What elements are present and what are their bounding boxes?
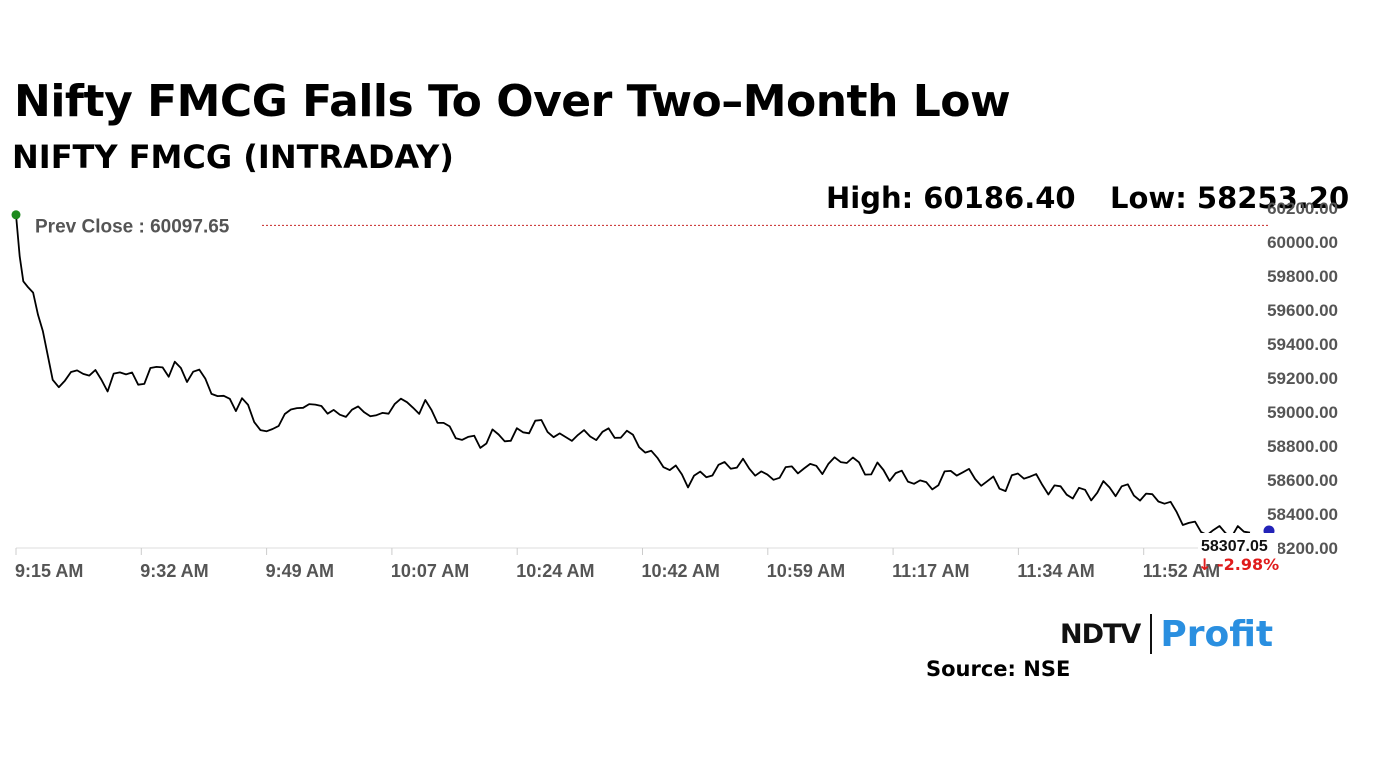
last-price-box [1198, 533, 1278, 555]
low-label: Low: 58253.20 [1110, 181, 1350, 215]
open-marker [11, 210, 21, 220]
x-tick-label: 9:32 AM [140, 561, 208, 581]
headline: Nifty FMCG Falls To Over Two–Month Low [14, 76, 1011, 127]
y-tick-label: 59600.00 [1267, 301, 1338, 320]
x-tick-label: 10:42 AM [642, 561, 720, 581]
prev-close-label: Prev Close : 60097.65 [35, 216, 230, 237]
y-tick-label: 58200.00 [1267, 539, 1338, 558]
y-tick-label: 58600.00 [1267, 471, 1338, 490]
y-tick-label: 58400.00 [1267, 505, 1338, 524]
y-tick-label: 60000.00 [1267, 233, 1338, 252]
x-tick-label: 9:15 AM [15, 561, 83, 581]
x-tick-label: 10:24 AM [516, 561, 594, 581]
price-line [15, 214, 1251, 538]
x-tick-label: 11:52 AM [1143, 561, 1220, 581]
ndtv-wordmark: NDTV [1060, 618, 1141, 650]
intraday-chart: 60200.00 60000.00 59800.00 59600.00 59400.00… [11, 199, 1338, 581]
y-tick-label: 59200.00 [1267, 369, 1338, 388]
y-tick-label: 59000.00 [1267, 403, 1338, 422]
y-tick-label: 60200.00 [1267, 199, 1338, 218]
x-tick-label: 11:34 AM [1017, 561, 1094, 581]
profit-wordmark: Profit [1160, 613, 1274, 655]
high-label: High: 60186.40 [826, 181, 1076, 215]
source-note: Source: NSE [926, 657, 1071, 681]
y-tick-label: 59400.00 [1267, 335, 1338, 354]
y-tick-label: 58800.00 [1267, 437, 1338, 456]
logo-divider [1150, 614, 1153, 654]
change-label: ↓ -2.98% [1198, 555, 1279, 574]
chart-subtitle: NIFTY FMCG (INTRADAY) [12, 138, 454, 176]
x-tick-label: 9:49 AM [266, 561, 334, 581]
x-tick-label: 11:17 AM [892, 561, 969, 581]
x-tick-label: 10:59 AM [767, 561, 845, 581]
y-tick-label: 59800.00 [1267, 267, 1338, 286]
ndtv-profit-logo: NDTV Profit [1060, 612, 1273, 656]
x-tick-label: 10:07 AM [391, 561, 469, 581]
last-price-label: 58307.05 [1201, 538, 1268, 555]
